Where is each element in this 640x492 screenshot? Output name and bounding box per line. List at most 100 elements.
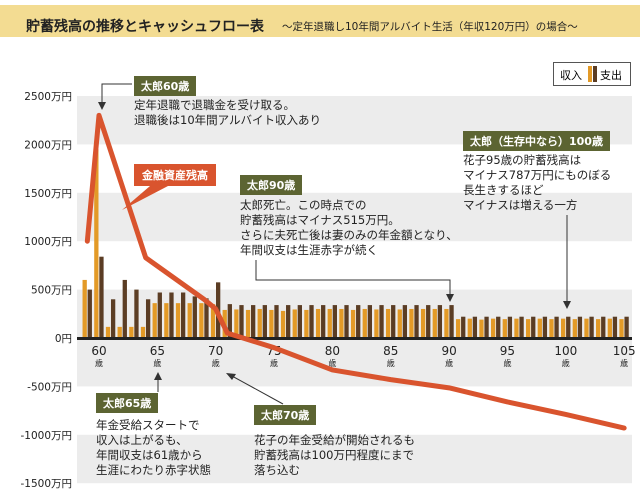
note-line: 貯蓄残高は100万円程度にまで <box>254 448 414 462</box>
note-line: 年金受給スタートで <box>96 418 200 432</box>
income-bar <box>397 309 402 338</box>
leader-line-70 <box>231 375 284 405</box>
x-tick-label: 90 <box>441 344 456 358</box>
income-bar <box>362 308 367 338</box>
income-bar <box>409 308 414 338</box>
expense-bar <box>507 316 513 338</box>
note-line: 太郎死亡。この時点での <box>240 198 367 212</box>
grid-band <box>77 338 632 387</box>
x-tick-unit: 歳 <box>212 358 220 368</box>
expense-bar <box>157 292 162 338</box>
grid-band <box>77 434 632 484</box>
title-bar: 貯蓄残高の推移とキャッシュフロー表 ～定年退職し10年間アルバイト生活（年収12… <box>0 5 640 37</box>
note-line: 生涯にわたり赤字状態 <box>96 463 211 477</box>
expense-bar <box>484 316 489 338</box>
note-line: 花子95歳の貯蓄残高は <box>463 153 582 167</box>
x-tick-label: 95 <box>500 344 515 358</box>
x-tick-unit: 歳 <box>620 358 628 368</box>
expense-bar <box>391 305 396 338</box>
annotation-tag-90: 太郎90歳 <box>240 175 303 195</box>
y-tick-label: -1000万円 <box>20 430 72 442</box>
expense-bar <box>472 316 478 338</box>
income-bar <box>607 318 612 338</box>
annotation-tag-60: 太郎60歳 <box>134 76 197 96</box>
income-bar <box>117 326 122 338</box>
income-bar <box>549 319 554 338</box>
expense-bar <box>577 316 583 338</box>
income-bar <box>537 318 542 338</box>
income-bar <box>315 308 321 338</box>
expense-bar <box>134 289 139 338</box>
note-line: 年間収支は61歳から <box>96 448 203 462</box>
expense-bar <box>414 305 419 338</box>
income-bar <box>490 318 496 338</box>
income-bar <box>339 308 344 338</box>
y-tick-label: 2500万円 <box>24 91 72 103</box>
expense-bar <box>297 305 302 338</box>
note-line: 花子の年金受給が開始されるも <box>254 433 415 447</box>
income-bar <box>467 318 472 338</box>
x-tick-label: 100 <box>554 344 577 358</box>
y-tick-label: 0円 <box>55 333 72 345</box>
expense-bar <box>332 305 337 338</box>
income-bar <box>385 308 391 338</box>
x-tick-label: 80 <box>325 344 340 358</box>
callout-pointer <box>122 186 168 210</box>
income-bar <box>304 309 309 338</box>
income-bar <box>245 309 251 338</box>
income-bar <box>444 308 449 338</box>
expense-bar <box>531 316 536 338</box>
income-bar <box>94 149 99 338</box>
expense-bar <box>145 299 151 338</box>
legend-income-swatch <box>588 66 592 82</box>
arrow-icon <box>226 373 236 380</box>
income-bar <box>327 308 332 338</box>
income-bar <box>269 309 274 338</box>
expense-bar <box>286 305 291 338</box>
income-bar <box>561 318 566 338</box>
income-bar <box>280 310 286 338</box>
y-tick-label: 1000万円 <box>24 236 72 248</box>
expense-bar <box>612 316 618 338</box>
annotation-note-65: 年金受給スタートで 収入は上がるも、 年間収支は61歳から 生涯にわたり赤字状態 <box>96 418 211 478</box>
expense-bar <box>309 305 314 338</box>
expense-bar <box>321 305 326 338</box>
income-bar <box>584 318 589 338</box>
x-tick-unit: 歳 <box>328 358 336 368</box>
expense-bar <box>262 305 267 338</box>
income-bar <box>234 309 239 338</box>
expense-bar <box>356 305 361 338</box>
income-bar <box>619 319 624 338</box>
annotation-tag-65: 太郎65歳 <box>96 393 159 413</box>
note-line: 退職後は10年間アルバイト収入あり <box>134 113 322 127</box>
annotation-note-100: 花子95歳の貯蓄残高は マイナス787万円にものぼる 長生きするほど マイナスは… <box>463 153 611 213</box>
expense-bar <box>601 316 606 338</box>
income-bar <box>525 319 531 338</box>
income-bar <box>420 308 426 338</box>
chart-title: 貯蓄残高の推移とキャッシュフロー表 <box>26 19 264 35</box>
income-bar <box>350 309 356 338</box>
expense-bar <box>239 305 244 338</box>
note-line: 年間収支は生涯赤字が続く <box>240 243 378 257</box>
income-bar <box>572 319 577 338</box>
note-line: さらに夫死亡後は妻のみの年金額となり、 <box>240 228 458 242</box>
x-tick-label: 105 <box>613 344 636 358</box>
income-bar <box>502 319 507 338</box>
note-line: 定年退職で退職金を受け取る。 <box>134 98 295 112</box>
expense-bar <box>204 298 209 338</box>
leader-line-90 <box>255 260 451 296</box>
note-line: マイナスは増える一方 <box>463 198 578 212</box>
income-bar <box>140 326 146 338</box>
y-tick-label: 500万円 <box>31 285 72 297</box>
x-tick-label: 85 <box>383 344 398 358</box>
income-bar <box>374 309 379 338</box>
income-bar <box>479 319 484 338</box>
expense-bar <box>624 316 629 338</box>
x-tick-unit: 歳 <box>445 358 453 368</box>
x-tick-label: 60 <box>91 344 106 358</box>
expense-bar <box>110 299 116 338</box>
expense-bar <box>99 256 104 338</box>
y-tick-label: 2000万円 <box>24 139 72 151</box>
x-tick-unit: 歳 <box>562 358 570 368</box>
